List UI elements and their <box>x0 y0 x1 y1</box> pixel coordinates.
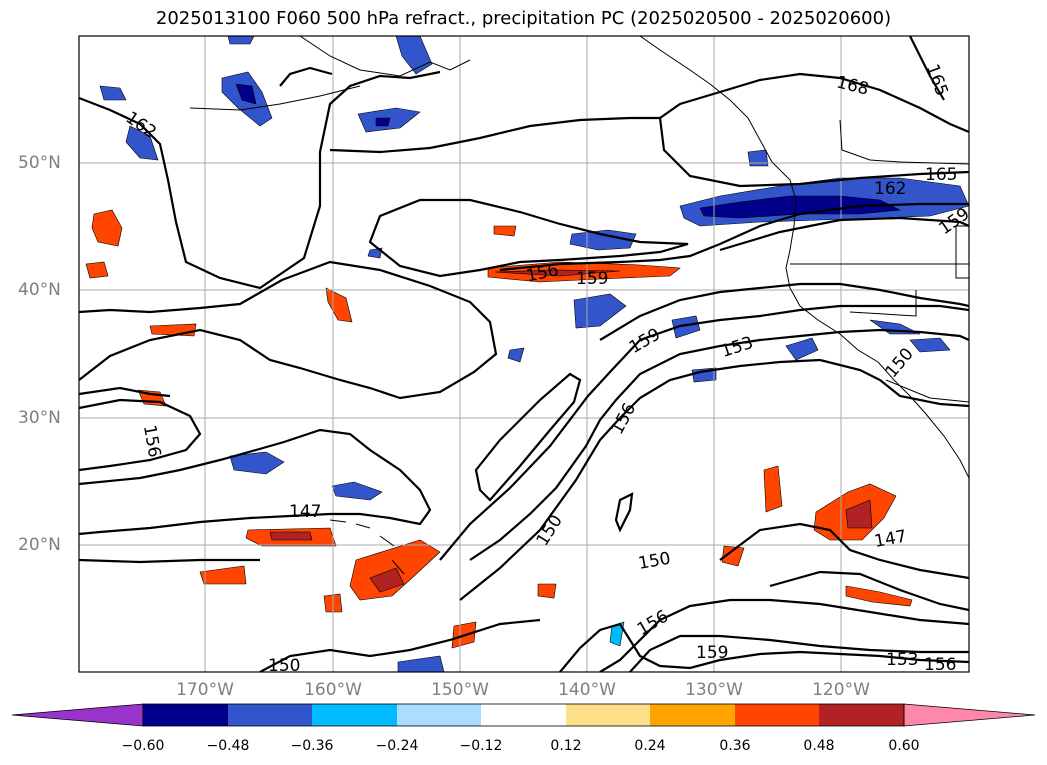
colorbar-bin <box>312 704 397 726</box>
graticule <box>79 36 969 672</box>
contour-label: 156 <box>634 606 672 640</box>
colorbar-tick: −0.36 <box>290 738 334 754</box>
lon-label: 160°W <box>304 680 362 700</box>
positive-anomaly-areas <box>85 209 913 649</box>
contour-label: 159 <box>626 324 664 358</box>
contour-label: 159 <box>696 643 728 663</box>
colorbar-tick: 0.48 <box>803 738 835 754</box>
lat-label: 50°N <box>18 153 61 173</box>
contour-label: 153 <box>719 333 756 362</box>
contour-label: 150 <box>637 549 672 574</box>
colorbar-tick: 0.60 <box>888 738 920 754</box>
lat-label: 20°N <box>18 535 61 555</box>
lon-label: 150°W <box>431 680 489 700</box>
contour-label: 153 <box>886 650 918 670</box>
lat-label: 30°N <box>18 408 61 428</box>
coastlines <box>189 36 969 575</box>
colorbar-tick: −0.24 <box>375 738 419 754</box>
contour-label: 165 <box>922 62 952 99</box>
refractivity-contours <box>79 36 969 672</box>
map-frame <box>78 35 970 673</box>
contour-label: 156 <box>525 260 561 286</box>
colorbar-tick: −0.12 <box>459 738 503 754</box>
contour-label: 150 <box>882 344 918 382</box>
contour-labels: 168 165 165 162 162 159 156 159 159 153 … <box>122 62 974 675</box>
precip-shading <box>85 36 969 672</box>
contour-label: 165 <box>925 165 957 185</box>
colorbar <box>11 703 1036 727</box>
colorbar-tick: 0.12 <box>550 738 582 754</box>
contour-label: 159 <box>576 269 608 289</box>
colorbar-tick: −0.60 <box>121 738 165 754</box>
map-title: 2025013100 F060 500 hPa refract., precip… <box>155 8 892 29</box>
lon-label: 170°W <box>176 680 234 700</box>
contour-label: 156 <box>139 424 164 459</box>
colorbar-bin <box>650 704 735 726</box>
contour-label: 147 <box>873 527 908 552</box>
colorbar-bin <box>143 704 228 726</box>
colorbar-tick: 0.36 <box>719 738 751 754</box>
contour-label: 150 <box>533 512 567 550</box>
colorbar-bin <box>566 704 650 726</box>
contour-label: 150 <box>268 656 300 676</box>
contour-label: 162 <box>874 179 906 199</box>
colorbar-bin <box>819 704 904 726</box>
colorbar-bin <box>228 704 312 726</box>
colorbar-bin <box>397 704 481 726</box>
colorbar-bin <box>481 704 566 726</box>
colorbar-under-arrow <box>11 703 144 727</box>
colorbar-tick: 0.24 <box>634 738 666 754</box>
lat-label: 40°N <box>18 280 61 300</box>
contour-label: 168 <box>834 72 870 99</box>
colorbar-over-arrow <box>903 703 1036 727</box>
lon-label: 140°W <box>558 680 616 700</box>
colorbar-bin <box>735 704 819 726</box>
contour-label: 156 <box>924 655 956 675</box>
contour-label: 147 <box>289 502 321 522</box>
lon-label: 130°W <box>685 680 743 700</box>
lon-label: 120°W <box>812 680 870 700</box>
colorbar-outline <box>142 703 905 727</box>
colorbar-tick: −0.48 <box>206 738 250 754</box>
